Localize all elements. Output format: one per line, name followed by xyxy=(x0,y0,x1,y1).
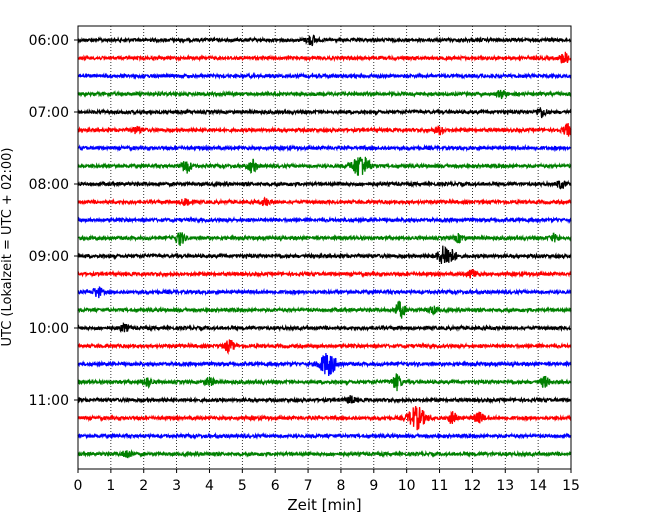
plot-background xyxy=(78,26,571,469)
x-tick-label: 15 xyxy=(562,478,580,494)
trace-0815 xyxy=(77,196,572,207)
plot-frame xyxy=(77,25,572,470)
x-axis-label: Zeit [min] xyxy=(287,496,361,514)
trace-1130 xyxy=(77,431,572,440)
trace-0945 xyxy=(77,300,572,319)
x-tick-label: 13 xyxy=(496,478,514,494)
x-axis: 0 1 2 3 4 5 6 7 8 9 10 11 12 13 14 15 xyxy=(74,469,580,494)
trace-0800 xyxy=(77,179,572,190)
trace-1145 xyxy=(77,448,572,459)
x-tick-label: 11 xyxy=(431,478,449,494)
trace-0715 xyxy=(77,122,572,137)
x-tick-label: 0 xyxy=(74,478,83,494)
trace-1100 xyxy=(77,395,572,405)
trace-0845 xyxy=(77,231,572,247)
y-axis: 06:00 07:00 08:00 09:00 10:00 11:00 xyxy=(29,33,78,409)
x-tick-label: 6 xyxy=(271,478,280,494)
x-tick-label: 9 xyxy=(369,478,378,494)
x-tick-label: 8 xyxy=(336,478,345,494)
x-tick-label: 2 xyxy=(139,478,148,494)
x-tick-label: 12 xyxy=(463,478,481,494)
x-tick-label: 7 xyxy=(304,478,313,494)
trace-1030 xyxy=(77,353,572,376)
trace-0745 xyxy=(77,156,572,176)
y-tick-label: 06:00 xyxy=(29,33,69,49)
trace-1000 xyxy=(77,321,572,334)
trace-1015 xyxy=(77,339,572,356)
trace-0700 xyxy=(77,107,572,119)
y-tick-label: 11:00 xyxy=(29,393,69,409)
y-tick-label: 09:00 xyxy=(29,249,69,265)
trace-1115 xyxy=(77,405,572,431)
trace-0600 xyxy=(77,34,572,47)
vertical-grid xyxy=(110,26,539,469)
x-tick-label: 1 xyxy=(106,478,115,494)
trace-0930 xyxy=(77,286,572,299)
trace-0630 xyxy=(77,71,572,80)
trace-0900 xyxy=(77,245,572,265)
trace-0730 xyxy=(77,143,572,153)
y-tick-label: 07:00 xyxy=(29,105,69,121)
trace-0830 xyxy=(77,216,572,225)
x-tick-label: 4 xyxy=(205,478,214,494)
trace-0615 xyxy=(77,51,572,64)
x-tick-label: 5 xyxy=(238,478,247,494)
x-tick-label: 10 xyxy=(398,478,416,494)
y-axis-label: UTC (Lokalzeit = UTC + 02:00) xyxy=(0,148,15,347)
trace-0645 xyxy=(77,89,572,100)
trace-group xyxy=(77,34,572,459)
x-tick-label: 14 xyxy=(529,478,547,494)
y-tick-label: 08:00 xyxy=(29,177,69,193)
trace-0915 xyxy=(77,268,572,279)
trace-1045 xyxy=(77,373,572,392)
x-tick-label: 3 xyxy=(172,478,181,494)
y-tick-label: 10:00 xyxy=(29,321,69,337)
